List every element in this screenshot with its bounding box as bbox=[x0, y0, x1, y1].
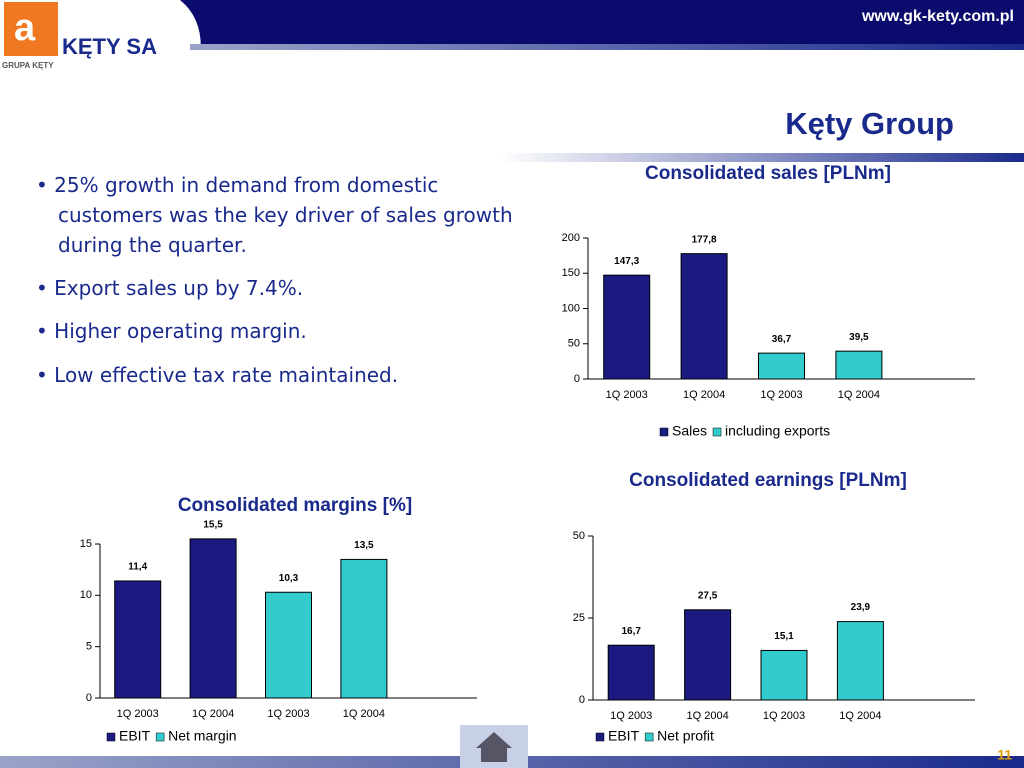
page-number: 11 bbox=[997, 747, 1012, 763]
bar bbox=[340, 558, 388, 699]
y-tick-label: 0 bbox=[86, 692, 92, 704]
legend-swatch bbox=[106, 732, 116, 742]
value-label: 27,5 bbox=[698, 590, 718, 601]
value-label: 15,1 bbox=[774, 631, 794, 642]
url: www.gk-kety.com.pl bbox=[861, 8, 1014, 25]
x-tick-label: 1Q 2004 bbox=[192, 708, 234, 720]
value-label: 23,9 bbox=[851, 602, 871, 613]
value-label: 39,5 bbox=[849, 332, 869, 343]
logo-mark bbox=[4, 2, 58, 56]
x-tick-label: 1Q 2004 bbox=[343, 708, 385, 720]
value-label: 15,5 bbox=[203, 520, 223, 531]
bar bbox=[684, 609, 732, 701]
y-tick-label: 50 bbox=[573, 530, 585, 542]
value-label: 177,8 bbox=[692, 234, 717, 245]
bar bbox=[758, 352, 805, 380]
legend-label: EBIT bbox=[608, 728, 640, 744]
bar bbox=[114, 580, 162, 699]
legend-swatch bbox=[644, 732, 654, 742]
value-label: 13,5 bbox=[354, 540, 374, 551]
legend-label: EBIT bbox=[119, 728, 151, 744]
value-label: 16,7 bbox=[621, 626, 641, 637]
y-tick-label: 5 bbox=[86, 641, 92, 653]
y-tick-label: 150 bbox=[562, 267, 580, 279]
y-tick-label: 200 bbox=[562, 232, 580, 244]
value-label: 147,3 bbox=[614, 256, 639, 267]
legend-label: Sales bbox=[672, 423, 707, 439]
x-tick-label: 1Q 2004 bbox=[839, 710, 881, 722]
x-tick-label: 1Q 2004 bbox=[686, 710, 728, 722]
x-tick-label: 1Q 2003 bbox=[606, 389, 648, 401]
x-tick-label: 1Q 2004 bbox=[683, 389, 725, 401]
x-tick-label: 1Q 2003 bbox=[117, 708, 159, 720]
chart-title: Consolidated earnings [PLNm] bbox=[629, 470, 907, 491]
bar bbox=[189, 538, 237, 699]
bar bbox=[607, 644, 655, 701]
bar bbox=[265, 591, 312, 699]
x-tick-label: 1Q 2003 bbox=[763, 710, 805, 722]
bullet: • Low effective tax rate maintained. bbox=[36, 363, 399, 387]
legend-label: Net margin bbox=[168, 728, 236, 744]
home-icon bbox=[476, 732, 512, 762]
value-label: 36,7 bbox=[772, 334, 792, 345]
value-label: 11,4 bbox=[128, 562, 147, 573]
legend-swatch bbox=[712, 427, 722, 437]
bullet-text: 25% growth in demand from domestic custo… bbox=[54, 173, 513, 257]
x-tick-label: 1Q 2004 bbox=[838, 389, 880, 401]
legend-swatch bbox=[595, 732, 605, 742]
bar bbox=[760, 649, 808, 701]
bar bbox=[835, 350, 883, 380]
top-stripe bbox=[190, 44, 1024, 50]
y-tick-label: 15 bbox=[80, 538, 92, 550]
title-rule bbox=[500, 153, 1024, 162]
legend-swatch bbox=[659, 427, 669, 437]
y-tick-label: 0 bbox=[574, 373, 580, 385]
bullet: • Higher operating margin. bbox=[36, 319, 307, 343]
bullet-text: Higher operating margin. bbox=[54, 319, 307, 343]
y-tick-label: 25 bbox=[573, 612, 585, 624]
chart-title: Consolidated margins [%] bbox=[178, 495, 412, 516]
x-tick-label: 1Q 2003 bbox=[267, 708, 309, 720]
legend-swatch bbox=[155, 732, 165, 742]
logo-group: GRUPA KĘTY bbox=[2, 61, 54, 70]
bullet: • 25% growth in demand from domestic cus… bbox=[36, 173, 513, 257]
y-tick-label: 50 bbox=[568, 338, 580, 350]
legend-label: including exports bbox=[725, 423, 830, 439]
charts: Consolidated sales [PLNm]0501001502001Q … bbox=[80, 163, 975, 744]
x-tick-label: 1Q 2003 bbox=[760, 389, 802, 401]
x-tick-label: 1Q 2003 bbox=[610, 710, 652, 722]
y-tick-label: 10 bbox=[80, 589, 92, 601]
logo-glyph: a bbox=[14, 7, 36, 49]
chart-title: Consolidated sales [PLNm] bbox=[645, 163, 891, 184]
slide-title: Kęty Group bbox=[785, 106, 954, 141]
bar bbox=[603, 274, 651, 380]
legend-label: Net profit bbox=[657, 728, 714, 744]
y-tick-label: 100 bbox=[562, 302, 580, 314]
y-tick-label: 0 bbox=[579, 694, 585, 706]
bullet-text: Low effective tax rate maintained. bbox=[54, 363, 399, 387]
value-label: 10,3 bbox=[279, 573, 299, 584]
bullet: • Export sales up by 7.4%. bbox=[36, 276, 304, 300]
bullet-text: Export sales up by 7.4%. bbox=[54, 276, 304, 300]
bar bbox=[680, 253, 728, 380]
logo-name: KĘTY SA bbox=[62, 34, 157, 59]
bar bbox=[836, 621, 884, 701]
